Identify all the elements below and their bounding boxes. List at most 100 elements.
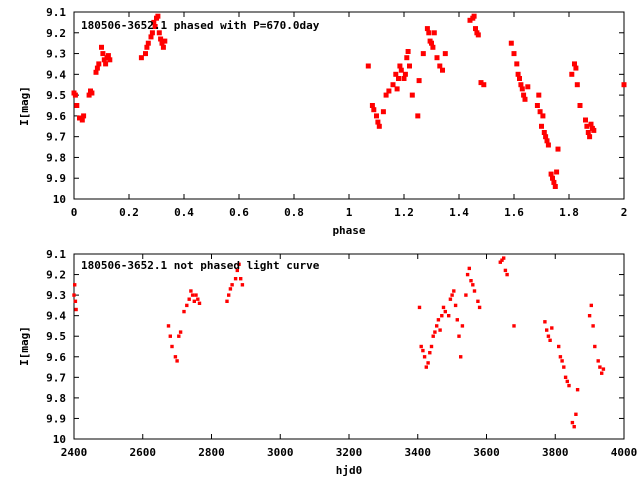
data-point xyxy=(187,297,191,301)
data-point xyxy=(569,71,575,77)
data-point xyxy=(621,82,627,88)
data-point xyxy=(471,13,477,19)
data-point xyxy=(192,299,196,303)
data-point xyxy=(99,44,104,50)
data-point xyxy=(158,36,164,42)
data-point xyxy=(431,334,435,338)
x-tick-label: 2 xyxy=(621,206,628,219)
data-point xyxy=(431,30,437,36)
data-point xyxy=(467,17,473,23)
data-point xyxy=(369,103,375,108)
data-point xyxy=(552,184,558,189)
data-point xyxy=(563,375,568,379)
data-point xyxy=(433,330,437,334)
data-point xyxy=(166,324,171,328)
data-point xyxy=(405,49,411,54)
chart-title: 180506-3652.1 phased with P=670.0day xyxy=(81,19,320,32)
data-point xyxy=(426,30,432,36)
data-point xyxy=(81,113,87,119)
data-point xyxy=(587,314,592,318)
data-point xyxy=(89,90,95,96)
y-tick-label: 9.3 xyxy=(46,48,66,61)
data-point xyxy=(471,283,475,287)
data-point xyxy=(519,86,525,92)
data-point xyxy=(365,63,371,69)
data-point xyxy=(560,359,564,363)
unphased-light-curve-chart: 2400 2600 2800 3000 3200 3400 3600 3800 4000 9.1 9… xyxy=(18,248,637,477)
data-point xyxy=(587,134,593,140)
y-tick-label: 9.5 xyxy=(46,330,66,343)
data-point xyxy=(565,379,569,384)
data-point xyxy=(543,134,549,140)
data-point xyxy=(189,289,193,293)
data-point xyxy=(175,359,179,363)
data-point xyxy=(588,121,594,127)
data-point xyxy=(190,293,195,297)
data-point xyxy=(86,92,92,98)
data-point xyxy=(77,115,82,121)
data-point xyxy=(540,113,546,119)
data-point xyxy=(407,63,412,69)
x-tick-label: 0.6 xyxy=(229,206,249,219)
data-point xyxy=(503,268,508,273)
data-point xyxy=(386,88,392,94)
y-axis-label: I[mag] xyxy=(18,86,31,126)
data-point xyxy=(94,65,100,71)
data-point xyxy=(534,103,540,108)
data-point xyxy=(450,293,454,297)
x-tick-label: 4000 xyxy=(611,446,638,459)
data-point xyxy=(74,103,80,108)
data-point xyxy=(371,107,377,113)
data-point xyxy=(409,92,415,98)
y-tick-label: 9.6 xyxy=(46,110,66,123)
data-point xyxy=(155,13,161,19)
data-point xyxy=(380,109,386,115)
data-point xyxy=(601,367,606,371)
data-point xyxy=(105,53,111,59)
y-tick-label: 9.1 xyxy=(46,6,66,19)
y-tick-label: 9.2 xyxy=(46,27,66,40)
data-point xyxy=(557,344,561,349)
data-point xyxy=(554,169,560,175)
data-point xyxy=(514,61,520,67)
data-point xyxy=(185,303,189,308)
data-point xyxy=(546,334,551,338)
data-point xyxy=(477,305,482,310)
data-points xyxy=(71,13,627,189)
data-point xyxy=(103,61,109,67)
data-point xyxy=(426,361,430,365)
data-point xyxy=(159,40,165,46)
data-point xyxy=(478,80,484,86)
data-point xyxy=(394,86,400,92)
data-point xyxy=(440,67,445,73)
data-point xyxy=(543,320,547,324)
data-point xyxy=(383,92,389,98)
data-point xyxy=(182,309,186,314)
data-point xyxy=(508,40,514,46)
data-point xyxy=(393,71,399,77)
data-point xyxy=(498,260,502,264)
y-tick-label: 9.5 xyxy=(46,89,66,102)
y-tick-label: 9.7 xyxy=(46,371,66,384)
x-tick-label: 3200 xyxy=(336,446,363,459)
data-point xyxy=(443,309,447,314)
x-tick-label: 1.6 xyxy=(504,206,524,219)
data-point xyxy=(467,266,471,271)
y-tick-label: 9.3 xyxy=(46,289,66,302)
data-point xyxy=(558,355,563,359)
data-point xyxy=(481,82,487,88)
data-point xyxy=(464,293,468,297)
data-point xyxy=(228,287,233,291)
data-point xyxy=(465,272,470,277)
data-point xyxy=(397,63,403,69)
data-point xyxy=(572,425,576,429)
data-point xyxy=(539,123,544,129)
y-tick-label: 9.4 xyxy=(46,310,66,323)
x-tick-label: 3600 xyxy=(473,446,500,459)
data-points xyxy=(72,256,606,429)
data-point xyxy=(225,299,229,303)
data-point xyxy=(404,55,410,61)
x-axis-label: hjd0 xyxy=(336,464,363,477)
data-point xyxy=(72,293,76,297)
data-point xyxy=(435,324,439,328)
